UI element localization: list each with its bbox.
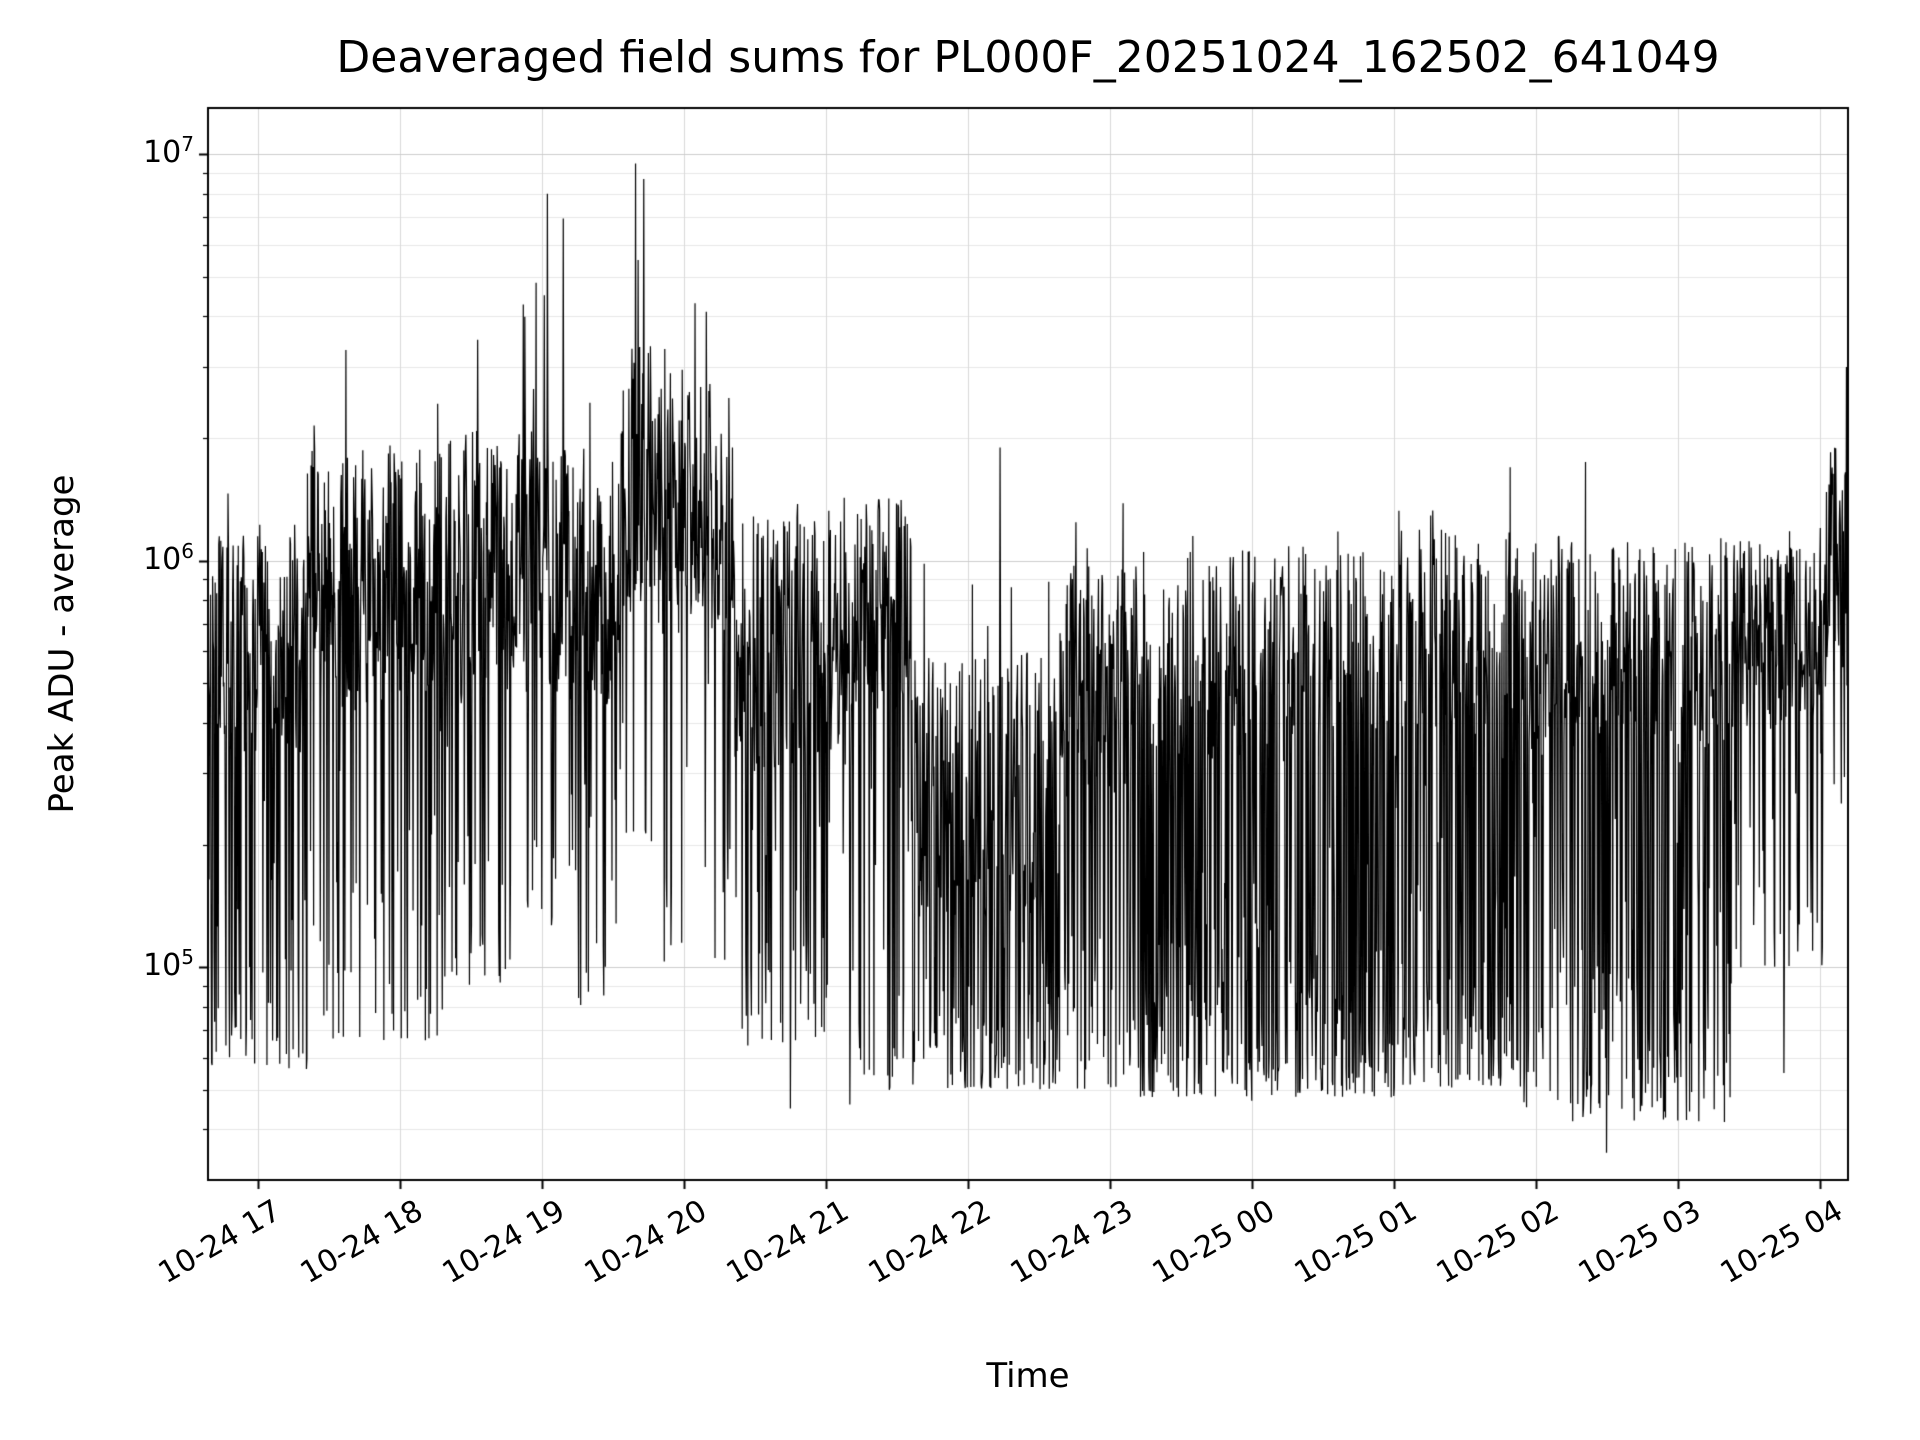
y-tick-label: 107 — [143, 132, 194, 171]
chart-title: Deaveraged field sums for PL000F_2025102… — [336, 32, 1720, 83]
x-axis-label: Time — [986, 1356, 1070, 1396]
y-tick-label: 106 — [143, 538, 194, 577]
y-axis-label: Peak ADU - average — [42, 474, 82, 814]
y-tick-label: 105 — [143, 945, 194, 984]
